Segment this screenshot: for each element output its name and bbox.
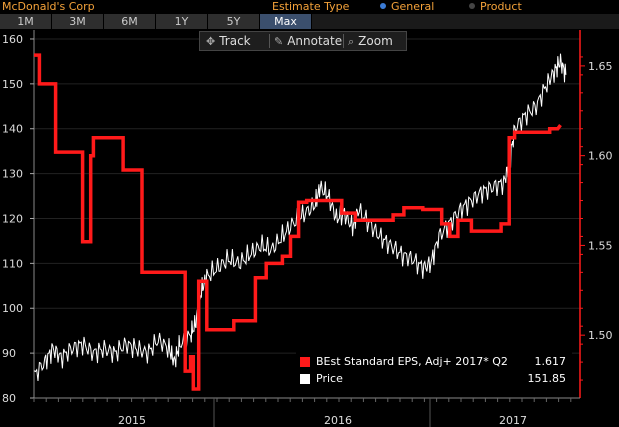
zoom-button[interactable]: ⌕ Zoom (348, 32, 393, 50)
tab-1m[interactable]: 1M (0, 14, 52, 29)
radio-dot-icon (380, 3, 386, 9)
right-tick-label: 1.60 (588, 150, 613, 163)
chart-toolbar: ✥ Track ✎ Annotate ⌕ Zoom (199, 31, 407, 51)
price-series-line (33, 53, 567, 381)
annotate-label: Annotate (287, 34, 343, 48)
x-axis: 2015 2016 2017 (33, 397, 580, 427)
right-tick-label: 1.55 (588, 239, 613, 252)
legend-price-label: Price (316, 372, 343, 385)
legend-swatch-eps (300, 357, 310, 367)
x-tick-label: 2016 (324, 414, 352, 427)
right-axis: 1.65 1.60 1.55 1.50 (579, 30, 613, 398)
legend-swatch-price (300, 374, 310, 384)
legend-item-eps: BEst Standard EPS, Adj+ 2017* Q2 1.617 (300, 354, 568, 370)
radio-general[interactable]: General (380, 0, 434, 13)
tab-6m[interactable]: 6M (104, 14, 156, 29)
x-tick-label: 2015 (118, 414, 146, 427)
legend-eps-value: 1.617 (534, 355, 567, 368)
range-tabs: 1M 3M 6M 1Y 5Y Max (0, 14, 619, 29)
left-axis: 160 150 140 130 120 110 100 90 80 (2, 30, 35, 405)
radio-general-label: General (391, 0, 435, 13)
annotate-button[interactable]: ✎ Annotate (274, 32, 342, 50)
left-tick-label: 150 (2, 78, 23, 91)
tab-max[interactable]: Max (260, 14, 312, 29)
left-tick-label: 90 (2, 347, 16, 360)
left-tick-label: 130 (2, 168, 23, 181)
eps-series-line (34, 53, 562, 391)
left-tick-label: 140 (2, 123, 23, 136)
radio-product[interactable]: Product (469, 0, 522, 13)
left-tick-label: 80 (2, 392, 16, 405)
chart-legend: BEst Standard EPS, Adj+ 2017* Q2 1.617 P… (296, 351, 572, 389)
toolbar-divider (343, 34, 344, 48)
left-tick-label: 160 (2, 33, 23, 46)
radio-product-label: Product (480, 0, 522, 13)
grid (34, 38, 580, 399)
left-tick-label: 100 (2, 302, 23, 315)
radio-dot-icon (469, 3, 475, 9)
left-tick-label: 120 (2, 212, 23, 225)
right-tick-label: 1.65 (588, 60, 613, 73)
toolbar-divider (269, 34, 270, 48)
left-tick-label: 110 (2, 257, 23, 270)
track-button[interactable]: ✥ Track (206, 32, 251, 50)
company-name: McDonald's Corp (2, 0, 95, 13)
tab-1y[interactable]: 1Y (156, 14, 208, 29)
legend-eps-label: BEst Standard EPS, Adj+ 2017* Q2 (316, 355, 508, 368)
right-tick-label: 1.50 (588, 329, 613, 342)
zoom-label: Zoom (358, 34, 393, 48)
x-tick-label: 2017 (499, 414, 527, 427)
tab-3m[interactable]: 3M (52, 14, 104, 29)
track-label: Track (219, 34, 251, 48)
crosshair-icon: ✥ (206, 35, 216, 48)
legend-item-price: Price 151.85 (300, 371, 568, 387)
estimate-type-label: Estimate Type (272, 0, 350, 13)
legend-price-value: 151.85 (527, 372, 567, 385)
tab-5y[interactable]: 5Y (208, 14, 260, 29)
title-bar: McDonald's Corp Estimate Type General Pr… (0, 0, 619, 14)
pencil-icon: ✎ (274, 35, 284, 48)
magnifier-icon: ⌕ (348, 35, 355, 48)
